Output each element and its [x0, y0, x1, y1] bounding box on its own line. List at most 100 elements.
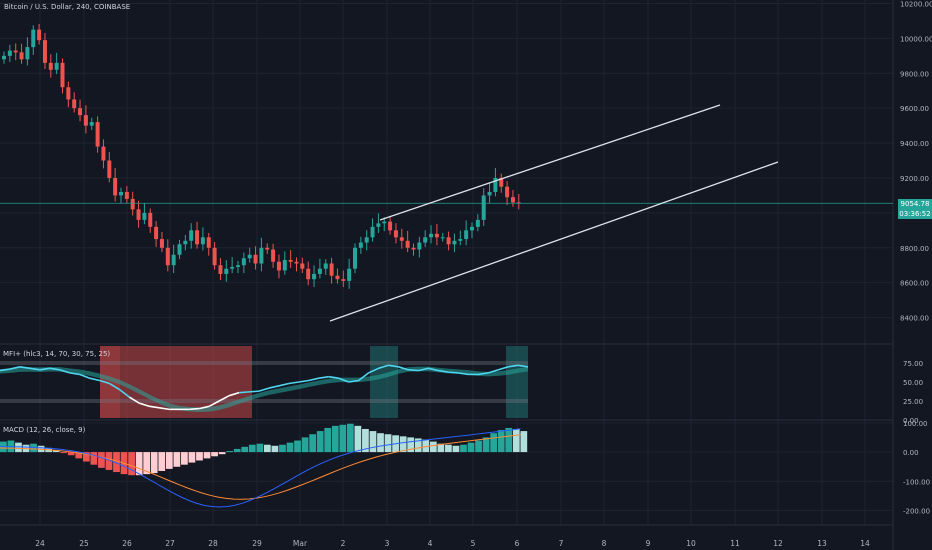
channel-upper-line — [379, 104, 721, 221]
candle-body — [2, 55, 6, 60]
macd-bar — [196, 452, 203, 461]
price-tick: 9600.00 — [900, 105, 929, 113]
macd-bar — [445, 444, 452, 453]
candle-body — [341, 279, 346, 281]
macd-bar — [226, 451, 234, 453]
candle-body — [107, 160, 112, 178]
candle-body — [200, 237, 205, 245]
date-tick: 4 — [428, 539, 433, 548]
trend-channel[interactable] — [329, 104, 779, 322]
candle-body — [83, 115, 88, 126]
macd-tick: -200.00 — [903, 507, 930, 515]
mfi-segment — [239, 391, 250, 394]
channel-lower-line — [329, 161, 779, 322]
macd-bar — [286, 442, 294, 453]
mfi-segment — [109, 382, 120, 391]
mfi-segment — [149, 405, 160, 409]
macd-tick: 100.00 — [903, 420, 928, 428]
candle-body — [505, 186, 510, 198]
candle-body — [452, 240, 457, 245]
price-tick: 8400.00 — [900, 315, 929, 323]
candle-body — [265, 247, 270, 250]
macd-bar — [331, 425, 339, 453]
mfi-segment — [129, 396, 140, 404]
candle-body — [288, 259, 293, 262]
candle-body — [124, 191, 129, 199]
candle-body — [206, 237, 211, 248]
mfi-segment — [119, 388, 130, 398]
candle-body — [370, 226, 375, 238]
date-tick: 27 — [165, 539, 175, 548]
mfi-segment — [378, 364, 389, 370]
candle-body — [388, 221, 393, 231]
mfi-segment — [438, 369, 449, 373]
price-tick: 9200.00 — [900, 175, 929, 183]
candle-body — [89, 122, 94, 126]
price-tick: 8800.00 — [900, 245, 929, 253]
date-tick: 7 — [559, 539, 564, 548]
mfi-ribbon — [0, 366, 528, 412]
candle-body — [48, 62, 53, 70]
macd-bar — [482, 437, 490, 453]
mfi-segment — [418, 367, 429, 372]
candle-body — [195, 230, 200, 245]
mfi-segment — [478, 372, 489, 376]
candle-body — [312, 273, 317, 280]
candle-body — [306, 268, 311, 280]
mfi-segment — [0, 368, 11, 372]
mfi-segment — [49, 367, 60, 371]
candle-body — [236, 265, 240, 267]
date-tick: Mar — [293, 539, 308, 548]
macd-line — [0, 428, 521, 508]
macd-bar — [520, 431, 528, 453]
macd-bar — [211, 452, 218, 457]
macd-bar — [362, 428, 369, 453]
mfi-segment — [218, 394, 230, 402]
candle-body — [66, 87, 71, 100]
y-axis: 10200.00 10000.00 9800.00 9600.00 9400.00 920… — [900, 0, 932, 515]
macd-bar — [60, 452, 68, 454]
date-tick: 8 — [602, 539, 607, 548]
macd-bar — [82, 452, 90, 462]
candle-body — [300, 263, 305, 269]
candle-body — [154, 226, 159, 240]
macd-bar — [75, 452, 83, 459]
macd-bar — [233, 448, 241, 453]
macd-bar — [490, 433, 498, 453]
candle-body — [282, 259, 287, 271]
x-axis: 24 25 26 27 28 29 Mar 2 3 4 5 6 7 8 9 10 11 12 13 14 — [35, 539, 870, 548]
macd-bar — [475, 440, 482, 453]
mfi-segment — [398, 366, 409, 371]
mfi-segment — [39, 367, 50, 371]
overbought-zone — [370, 346, 398, 418]
overbought-zone — [506, 346, 528, 418]
candle-body — [393, 230, 398, 238]
candle-body — [317, 268, 322, 274]
macd-bar — [339, 424, 347, 453]
mfi-tick: 50.00 — [903, 379, 923, 387]
macd-bar — [407, 437, 415, 453]
candle-body — [446, 237, 451, 245]
macd-bar — [437, 443, 445, 453]
macd-bar — [316, 431, 324, 453]
macd-bar — [128, 452, 135, 476]
macd-bar — [105, 452, 113, 470]
macd-bar — [15, 442, 22, 453]
candle-body — [101, 146, 106, 161]
date-tick: 25 — [79, 539, 89, 548]
macd-bar — [30, 443, 37, 453]
candlestick-series — [0, 23, 893, 289]
macd-bar — [248, 444, 256, 453]
candle-body — [411, 247, 416, 250]
macd-bar — [497, 430, 505, 453]
candle-body — [183, 240, 188, 245]
chart-title: Bitcoin / U.S. Dollar, 240, COINBASE — [4, 3, 131, 11]
macd-bar — [218, 452, 226, 455]
date-tick: 9 — [646, 539, 651, 548]
mfi-segment — [358, 372, 370, 382]
date-tick: 13 — [817, 539, 827, 548]
candle-body — [212, 247, 217, 266]
mfi-segment — [388, 364, 399, 368]
date-tick: 29 — [252, 539, 262, 548]
candle-body — [323, 263, 328, 269]
